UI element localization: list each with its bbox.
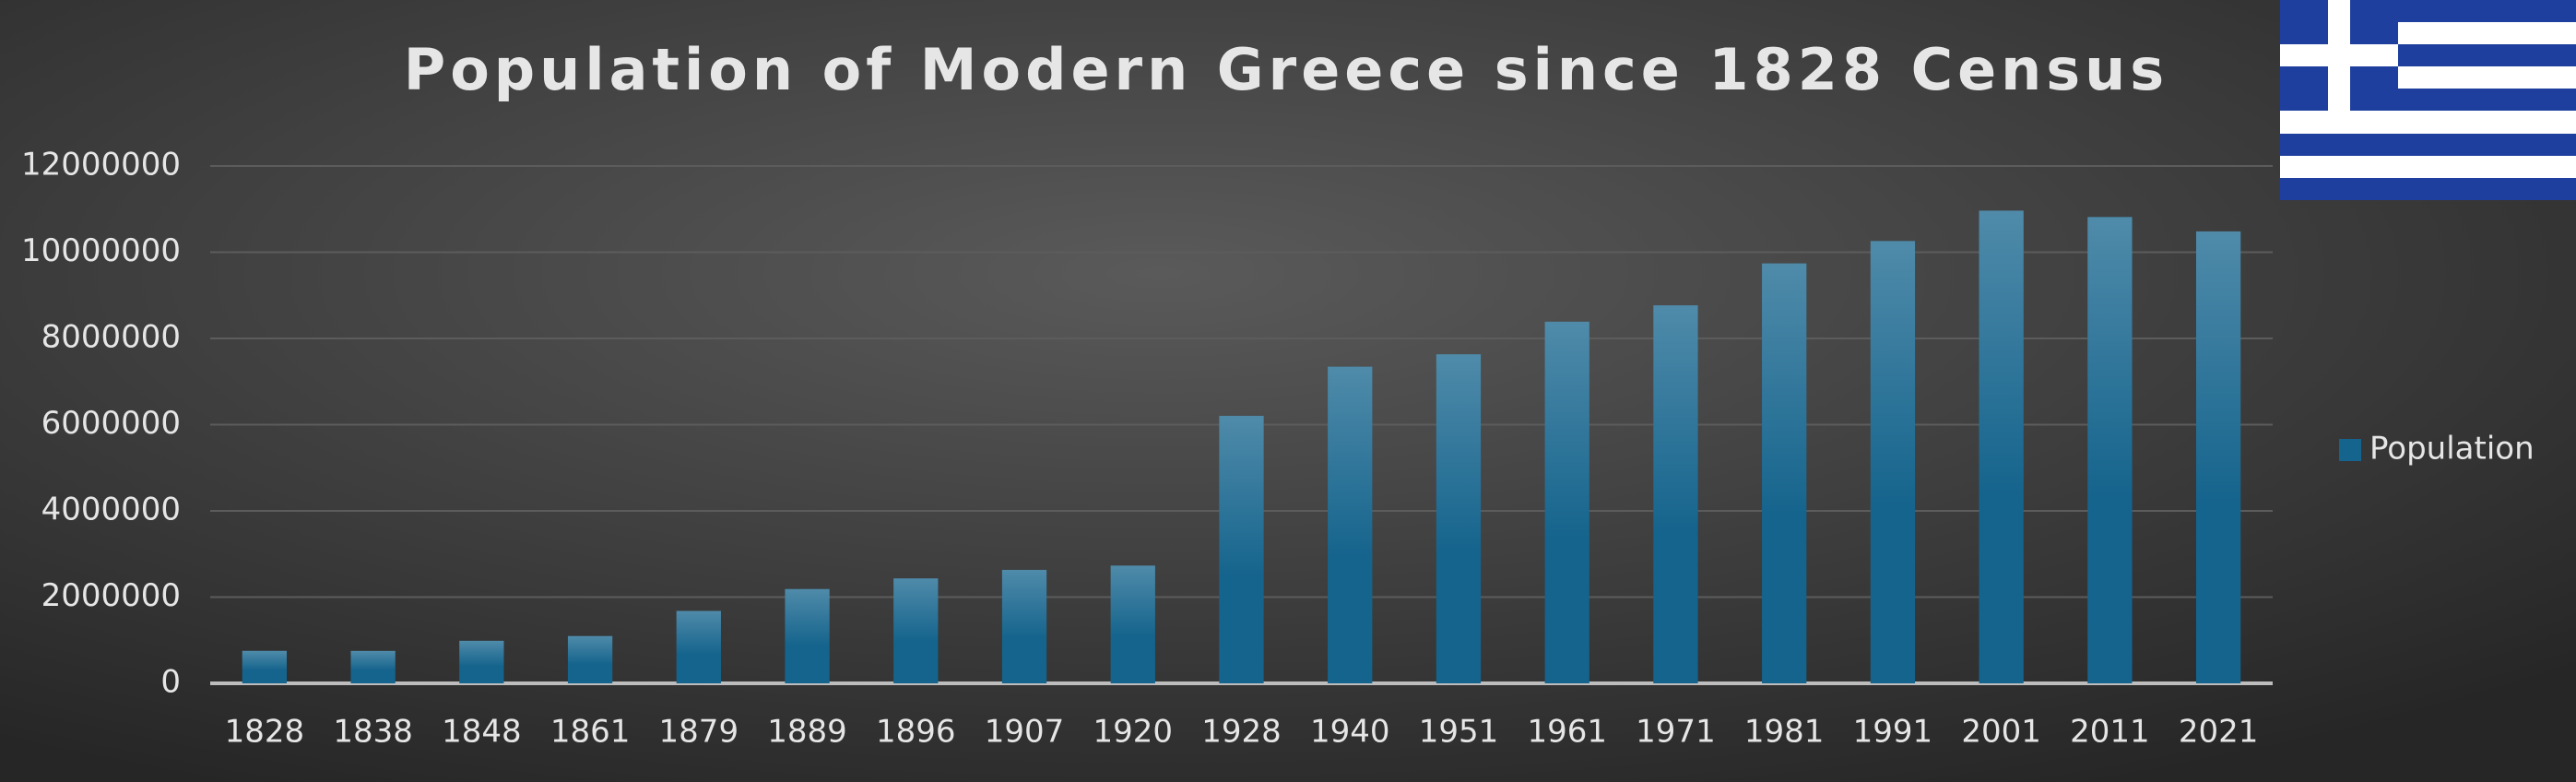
x-tick-label: 2001	[1961, 714, 2041, 751]
x-tick-label: 1896	[876, 714, 956, 751]
bar-sheen	[1979, 210, 2024, 684]
bar-sheen	[350, 650, 396, 683]
y-tick-label: 6000000	[41, 405, 181, 442]
flag	[2280, 0, 2576, 200]
x-tick-label: 1861	[550, 714, 631, 751]
bar-sheen	[1328, 366, 1373, 683]
x-tick-label: 1920	[1093, 714, 1173, 751]
bar-sheen	[893, 578, 939, 683]
bar-sheen	[1762, 263, 1807, 683]
y-tick-label: 0	[160, 664, 181, 701]
y-tick-label: 2000000	[41, 577, 181, 614]
bar-sheen	[1870, 241, 1916, 683]
x-tick-label: 1907	[985, 714, 1065, 751]
x-tick-label: 1889	[767, 714, 847, 751]
x-tick-label: 1838	[333, 714, 413, 751]
x-tick-label: 1971	[1636, 714, 1716, 751]
bar-sheen	[1544, 321, 1589, 683]
bar-sheen	[785, 588, 830, 683]
bar-sheen	[676, 610, 721, 683]
bar-sheen	[567, 635, 613, 683]
x-tick-label: 1981	[1744, 714, 1825, 751]
legend-swatch	[2339, 439, 2361, 461]
y-tick-label: 10000000	[21, 232, 181, 269]
x-tick-label: 2011	[2070, 714, 2150, 751]
bar-sheen	[1110, 565, 1155, 683]
x-tick-label: 1951	[1419, 714, 1499, 751]
bar-sheen	[459, 640, 504, 683]
bar-sheen	[2087, 217, 2133, 683]
x-tick-label: 2021	[2179, 714, 2259, 751]
x-tick-label: 1828	[225, 714, 305, 751]
chart-title: Population of Modern Greece since 1828 C…	[404, 36, 2168, 103]
legend-label: Population	[2369, 431, 2535, 468]
y-tick-label: 12000000	[21, 147, 181, 184]
x-tick-label: 1961	[1527, 714, 1607, 751]
bar-sheen	[2195, 231, 2241, 684]
x-tick-label: 1879	[659, 714, 739, 751]
x-tick-label: 1991	[1853, 714, 1933, 751]
bar-sheen	[242, 650, 288, 683]
x-tick-label: 1928	[1201, 714, 1282, 751]
bar-sheen	[1001, 569, 1047, 683]
x-tick-label: 1940	[1310, 714, 1390, 751]
bar-sheen	[1653, 305, 1698, 683]
x-tick-label: 1848	[442, 714, 522, 751]
bar-sheen	[1219, 415, 1264, 683]
bar-sheen	[1436, 354, 1482, 683]
y-tick-label: 8000000	[41, 319, 181, 356]
y-tick-label: 4000000	[41, 492, 181, 528]
